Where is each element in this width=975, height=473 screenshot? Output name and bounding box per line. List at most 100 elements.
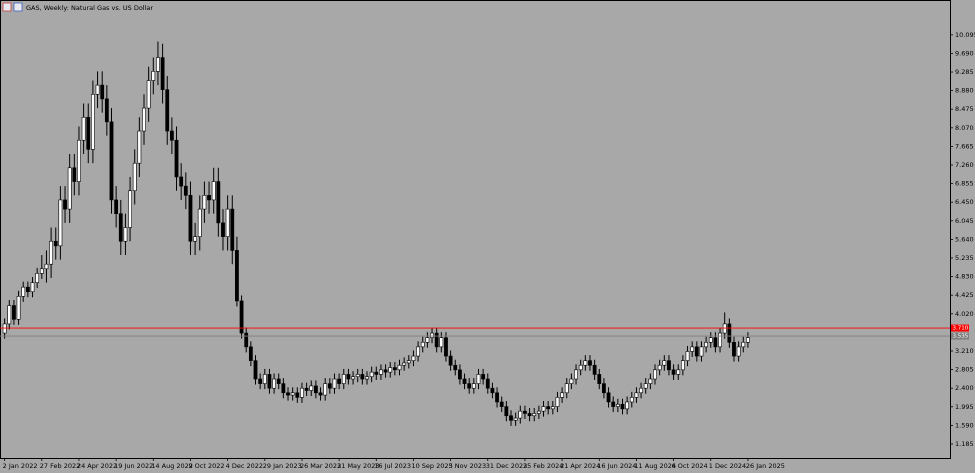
candle-body (569, 378, 574, 384)
candle-body (392, 367, 397, 371)
candle-body (341, 374, 346, 384)
candle-body (193, 236, 198, 242)
candle-body (239, 300, 244, 334)
candle-body (248, 346, 253, 361)
candle-body (406, 360, 411, 364)
candle-body (708, 337, 713, 343)
candle-body (504, 406, 509, 417)
x-tick-label: 5 Nov 2023 (449, 462, 487, 470)
candle-body (485, 378, 490, 389)
chart-icon (2, 2, 12, 12)
candle-body (244, 332, 249, 348)
candle-body (72, 167, 77, 182)
y-tick-label: 3.210 (955, 347, 974, 355)
candle-body (536, 410, 541, 414)
y-tick-label: 6.450 (955, 198, 974, 206)
candle-body (337, 378, 342, 384)
candle-body (383, 369, 388, 373)
candle-body (221, 222, 225, 237)
y-tick-label: 6.855 (955, 180, 974, 188)
candle-body (128, 190, 132, 228)
x-tick-label: 16 Jun 2024 (597, 462, 636, 470)
x-tick-label: 4 Dec 2022 (226, 462, 263, 470)
candle-body (7, 305, 12, 325)
candle-body (448, 355, 453, 366)
candle-body (44, 263, 49, 270)
candle-body (295, 392, 300, 398)
candle-body (615, 403, 620, 407)
candle-body (258, 378, 263, 384)
candle-body (518, 410, 523, 419)
x-tick-label: 26 Mar 2023 (300, 462, 341, 470)
candle-body (671, 369, 676, 375)
candle-body (109, 121, 114, 201)
candle-body (541, 406, 546, 412)
candle-body (355, 374, 360, 378)
candle-body (425, 337, 430, 343)
candle-body (188, 195, 193, 242)
candle-body (578, 364, 583, 371)
x-tick-label: 14 Aug 2022 (151, 462, 193, 470)
candle-body (53, 240, 58, 247)
y-tick-label: 9.690 (955, 49, 974, 57)
candle-body (713, 337, 718, 348)
candle-body (30, 282, 35, 293)
candle-body (100, 84, 105, 100)
candle-body (225, 208, 230, 237)
candle-body (230, 208, 235, 251)
candle-body (327, 383, 332, 389)
candle-body (546, 406, 551, 410)
y-tick-label: 4.830 (955, 273, 974, 281)
candle-body (490, 387, 495, 394)
candle-body (527, 413, 532, 417)
y-tick-label: 4.020 (955, 310, 974, 318)
candle-body (722, 323, 727, 334)
candle-body (179, 176, 184, 187)
price-label-box (951, 324, 969, 332)
y-tick-label: 9.285 (955, 68, 974, 76)
candle-body (555, 397, 560, 407)
price-label: 3.710 (953, 326, 969, 332)
x-tick-label: 21 May 2023 (337, 462, 379, 470)
candle-body (592, 364, 597, 375)
candle-body (611, 401, 616, 407)
candle-body (402, 362, 407, 366)
candle-body (81, 116, 86, 141)
candle-body (736, 346, 741, 357)
candle-body (183, 185, 188, 196)
candle-body (444, 337, 448, 357)
x-tick-label: 1 Dec 2024 (709, 462, 746, 470)
candle-body (523, 410, 527, 414)
chart-title: GAS, Weekly: Natural Gas vs. US Dollar (26, 4, 153, 12)
candle-body (550, 406, 555, 410)
candle-body (58, 199, 63, 247)
candle-body (430, 332, 434, 338)
candle-body (420, 341, 425, 348)
candle-body (165, 89, 170, 132)
candle-body (458, 369, 462, 380)
x-tick-label: 21 Apr 2024 (560, 462, 600, 470)
y-tick-label: 1.185 (955, 440, 974, 448)
x-tick-label: 31 Dec 2023 (486, 462, 528, 470)
candle-body (657, 364, 662, 371)
y-tick-label: 5.640 (955, 235, 974, 243)
y-tick-label: 8.880 (955, 87, 974, 95)
candle-body (156, 57, 160, 72)
candle-body (662, 360, 667, 366)
candle-body (685, 351, 690, 361)
candle-body (643, 383, 648, 389)
candle-body (746, 337, 750, 343)
x-tick-label: 6 Oct 2024 (672, 462, 708, 470)
candle-body (211, 181, 216, 201)
candle-body (476, 374, 481, 384)
chart-icon (13, 2, 23, 12)
y-tick-label: 7.260 (955, 161, 974, 169)
candle-body (718, 332, 722, 348)
candle-body (123, 227, 128, 242)
candle-body (137, 130, 142, 164)
candle-body (309, 385, 314, 391)
candle-body (2, 323, 7, 334)
x-tick-label: 27 Feb 2022 (40, 462, 80, 470)
